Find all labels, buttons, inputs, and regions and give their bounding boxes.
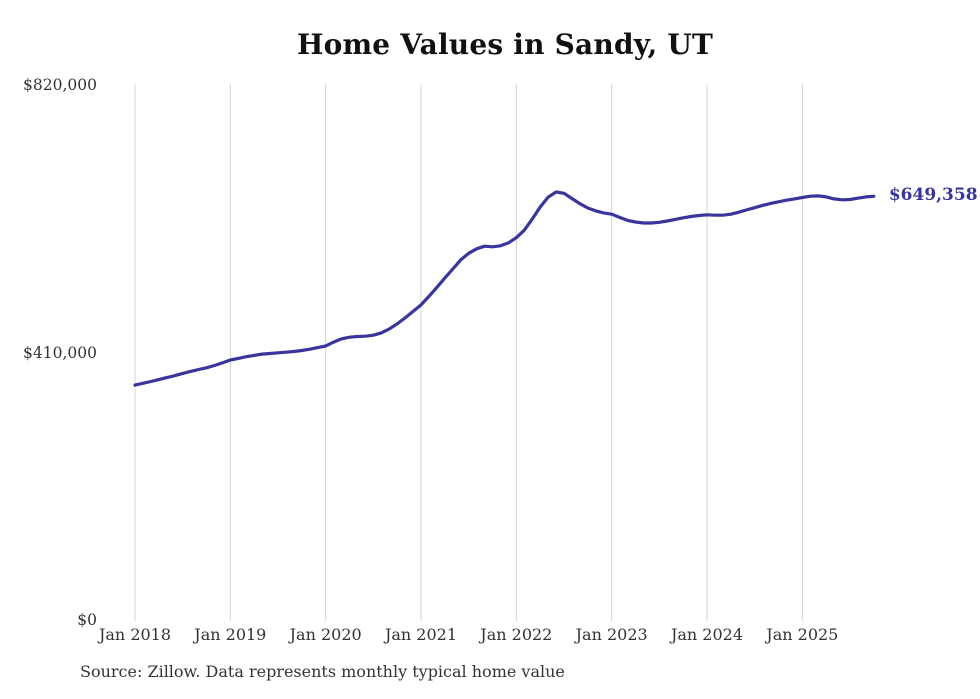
x-tick-label-jan-2019: Jan 2019	[194, 625, 267, 644]
x-tick-label-jan-2020: Jan 2020	[289, 625, 362, 644]
home-value-line	[133, 190, 876, 387]
x-tick-label-jan-2018: Jan 2018	[98, 625, 172, 644]
x-tick-label-jan-2024: Jan 2024	[670, 625, 744, 644]
y-tick-label-410000: $410,000	[23, 343, 97, 362]
source-note: Source: Zillow. Data represents monthly …	[80, 662, 565, 681]
y-tick-label-820000: $820,000	[23, 76, 97, 94]
latest-value-label: $649,358	[888, 185, 978, 206]
x-tick-label-jan-2023: Jan 2023	[575, 625, 648, 644]
x-tick-label-jan-2021: Jan 2021	[384, 625, 458, 644]
x-tick-label-jan-2025: Jan 2025	[766, 625, 839, 644]
y-tick-label-0: $0	[77, 611, 97, 629]
chart-title: Home Values in Sandy, UT	[296, 28, 714, 61]
x-tick-label-jan-2022: Jan 2022	[480, 625, 553, 644]
